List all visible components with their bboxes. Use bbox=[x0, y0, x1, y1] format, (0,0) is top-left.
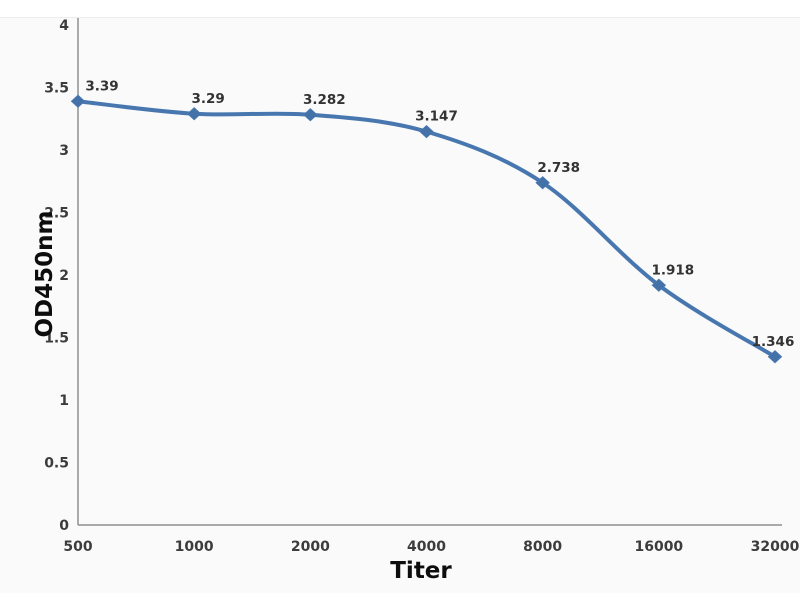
x-tick-label: 8000 bbox=[523, 539, 562, 555]
data-point-marker bbox=[70, 94, 86, 108]
y-tick-label: 0 bbox=[59, 518, 69, 534]
y-axis-title: OD450nm bbox=[32, 210, 58, 338]
data-point-label: 1.918 bbox=[651, 262, 694, 278]
y-tick-label: 3 bbox=[59, 143, 69, 159]
y-tick-label: 0.5 bbox=[44, 456, 69, 472]
data-point-label: 1.346 bbox=[752, 334, 795, 350]
x-tick-label: 16000 bbox=[634, 539, 683, 555]
data-point-marker bbox=[419, 124, 434, 139]
data-point-marker bbox=[767, 350, 783, 364]
data-point-label: 3.39 bbox=[85, 78, 118, 94]
data-point-marker bbox=[303, 108, 318, 122]
x-axis-title: Titer bbox=[390, 558, 452, 584]
data-point-marker bbox=[535, 176, 550, 190]
y-tick-label: 2 bbox=[59, 268, 69, 284]
data-point-marker bbox=[186, 107, 202, 121]
data-point-label: 3.147 bbox=[415, 109, 458, 125]
x-tick-label: 500 bbox=[63, 539, 92, 555]
series-line bbox=[76, 99, 777, 359]
x-tick-label: 2000 bbox=[291, 539, 330, 555]
y-tick-label: 3.5 bbox=[44, 81, 69, 97]
data-point-label: 3.282 bbox=[303, 92, 346, 108]
data-point-label: 2.738 bbox=[537, 160, 580, 176]
y-tick-label: 1 bbox=[59, 393, 69, 409]
chart-background-card bbox=[0, 17, 800, 593]
x-tick-label: 4000 bbox=[407, 539, 446, 555]
data-point-marker bbox=[651, 278, 667, 292]
data-point-label: 3.29 bbox=[192, 91, 225, 107]
x-tick-label: 1000 bbox=[175, 539, 214, 555]
y-tick-label: 1.5 bbox=[44, 331, 69, 347]
x-tick-label: 32000 bbox=[751, 539, 800, 555]
y-tick-label: 2.5 bbox=[44, 206, 69, 222]
y-tick-label: 4 bbox=[59, 18, 69, 34]
